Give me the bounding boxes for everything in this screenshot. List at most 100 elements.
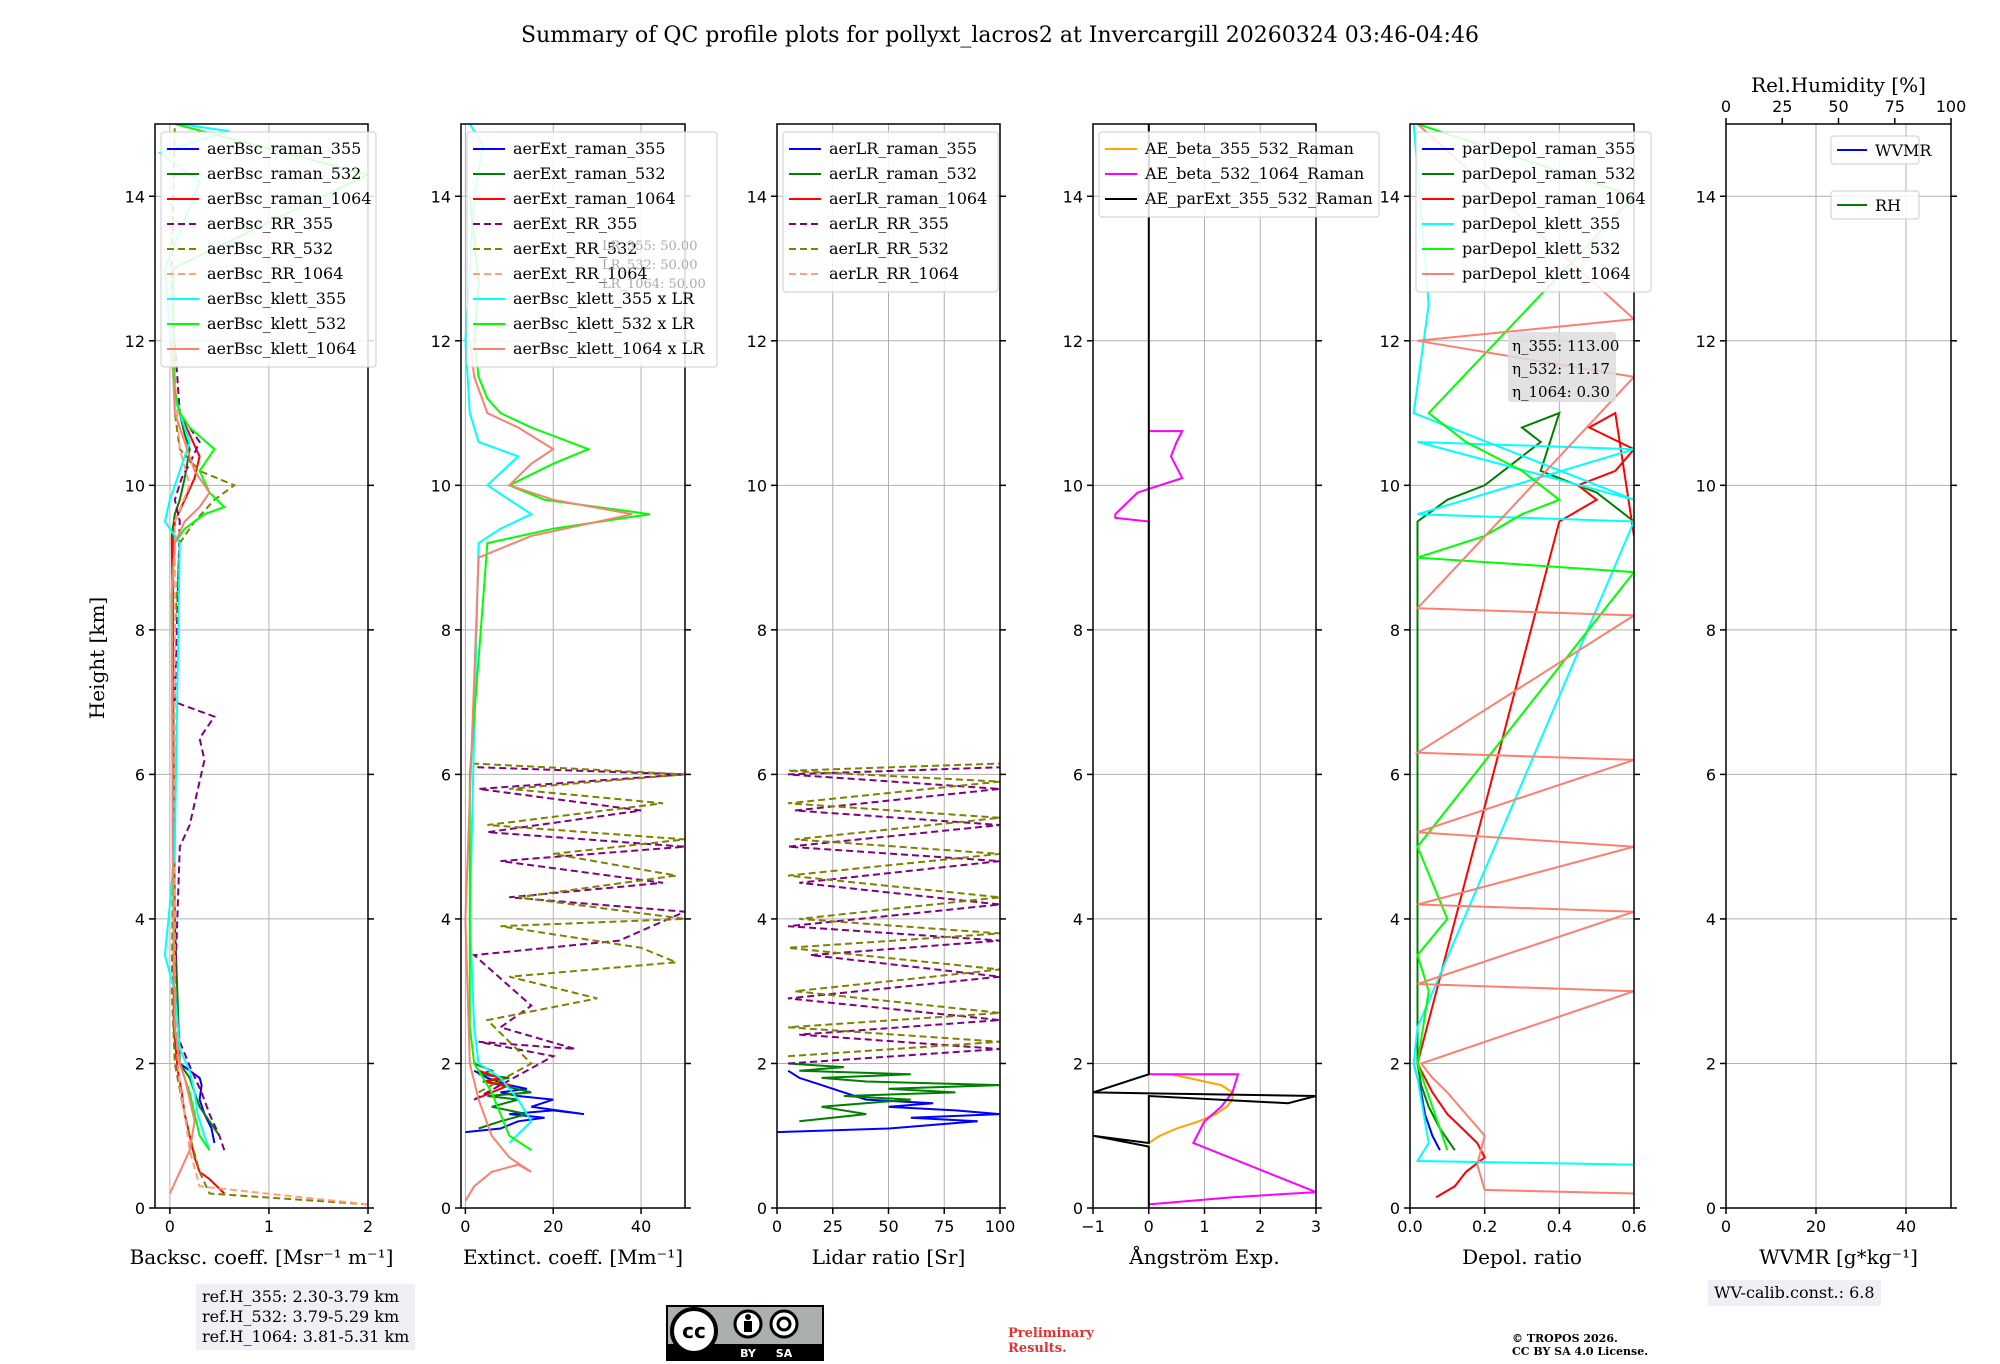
copyright-line-1: © TROPOS 2026. <box>1512 1332 1618 1345</box>
y-tick-label: 4 <box>757 910 767 929</box>
cc-license-badge: cc BY SA <box>666 1305 824 1361</box>
series-line-AE_beta_355_532_Raman <box>1148 1073 1234 1144</box>
series-group <box>1412 124 1634 1199</box>
by-icon-body <box>744 1321 752 1332</box>
x-axis-label: WVMR [g*kg⁻¹] <box>1759 1245 1918 1269</box>
lidar-ratio-label: LR_355: 50.00 <box>602 239 697 254</box>
legend-entry: parDepol_klett_355 <box>1462 214 1620 233</box>
y-tick-label: 14 <box>747 187 767 206</box>
x2-tick-label: 25 <box>1772 97 1792 116</box>
legend: aerLR_raman_355 aerLR_raman_532 aerLR_rama… <box>782 131 999 293</box>
y-tick-label: 0 <box>1390 1199 1400 1218</box>
y-tick-label: 12 <box>431 332 451 351</box>
legend: WVMR RH <box>1830 135 1932 220</box>
by-icon-head <box>745 1314 751 1320</box>
series-group <box>157 124 368 1206</box>
x-tick-label: 0 <box>165 1217 175 1236</box>
y-tick-label: 10 <box>1380 476 1400 495</box>
series-line-parDepol_klett_1064 <box>1414 124 1634 1195</box>
sa-icon <box>769 1309 799 1339</box>
legend-frame <box>466 131 718 368</box>
x-tick-label: 100 <box>985 1217 1016 1236</box>
sa-icon-arrow <box>776 1316 792 1332</box>
y-tick-label: 6 <box>1073 765 1083 784</box>
legend-entry: aerLR_RR_355 <box>829 214 949 233</box>
y-tick-label: 14 <box>1380 187 1400 206</box>
legend-entry: aerBsc_raman_355 <box>207 139 361 158</box>
legend-entry: RH <box>1875 196 1901 215</box>
y-tick-label: 10 <box>431 476 451 495</box>
y-tick-label: 0 <box>757 1199 767 1218</box>
x-tick-label: 20 <box>543 1217 563 1236</box>
y-tick-label: 10 <box>1696 476 1716 495</box>
legend-frame <box>1415 131 1652 293</box>
y-tick-label: 10 <box>125 476 145 495</box>
x2-tick-label: 75 <box>1885 97 1905 116</box>
plot-frame <box>1725 123 1952 1209</box>
eta-annotation: η_355: 113.00 η_532: 11.17 η_1064: 0.30 <box>1508 332 1619 402</box>
y-tick-label: 8 <box>135 621 145 640</box>
x-tick-label: 40 <box>631 1217 651 1236</box>
legend: aerExt_raman_355 aerExt_raman_532 aerExt_r… <box>466 131 718 368</box>
legend-entry: aerExt_raman_532 <box>513 164 666 183</box>
lidar-ratio-annotation: LR_355: 50.00 LR_532: 50.00 LR_1064: 50.00 <box>602 239 706 292</box>
y-tick-label: 2 <box>1073 1054 1083 1073</box>
series-line-aerExt_raman_355 <box>465 1069 585 1134</box>
y-tick-label: 2 <box>1390 1054 1400 1073</box>
x-tick-label: 0 <box>772 1217 782 1236</box>
lidar-ratio-label: LR_1064: 50.00 <box>602 277 706 292</box>
legend-entry: AE_beta_355_532_Raman <box>1144 139 1354 158</box>
series-line-aerLR_RR_355 <box>787 766 1000 1065</box>
y-tick-label: 4 <box>1073 910 1083 929</box>
legend-entry: aerBsc_klett_1064 <box>207 339 356 358</box>
ref-height-355: ref.H_355: 2.30-3.79 km <box>202 1287 400 1306</box>
copyright-notice: © TROPOS 2026. CC BY SA 4.0 License. <box>1512 1332 1648 1358</box>
y-tick-label: 14 <box>431 187 451 206</box>
y-tick-label: 0 <box>441 1199 451 1218</box>
plot-frame <box>1409 123 1635 1209</box>
y-tick-label: 10 <box>747 476 767 495</box>
series-line-aerBsc_klett_1064 x LR <box>464 340 633 1202</box>
legend-entry: aerBsc_raman_532 <box>207 164 361 183</box>
legend-entry: aerBsc_klett_532 x LR <box>513 314 695 333</box>
x-axis-label: Extinct. coeff. [Mm⁻¹] <box>463 1245 683 1269</box>
x-tick-label: 0.2 <box>1472 1217 1497 1236</box>
y-tick-label: 4 <box>1706 910 1716 929</box>
series-line-aerBsc_raman_355 <box>179 1062 216 1144</box>
legend-entry: AE_beta_532_1064_Raman <box>1144 164 1364 183</box>
x-tick-label: 1 <box>1199 1217 1209 1236</box>
y-tick-label: 4 <box>441 910 451 929</box>
x-tick-label: 3 <box>1311 1217 1321 1236</box>
legend-entry: aerExt_raman_1064 <box>513 189 676 208</box>
legend-entry: parDepol_raman_355 <box>1462 139 1635 158</box>
y-tick-label: 8 <box>757 621 767 640</box>
legend-entry: WVMR <box>1875 141 1932 160</box>
series-line-aerLR_raman_532 <box>788 1062 1000 1123</box>
legend-entry: aerBsc_raman_1064 <box>207 189 372 208</box>
legend-entry: aerLR_raman_355 <box>829 139 977 158</box>
preliminary-notice: Preliminary Results. <box>1008 1326 1094 1356</box>
panel-ext: 0 20 40 0 2 4 6 8 10 12 14 Extinct. coeff. [Mm⁻¹] ae… <box>431 123 718 1269</box>
y-tick-label: 4 <box>135 910 145 929</box>
x-axis-label: Depol. ratio <box>1462 1245 1582 1269</box>
series-line-aerExt_RR_355 <box>471 766 685 1101</box>
y-tick-label: 10 <box>1063 476 1083 495</box>
preliminary-line-1: Preliminary <box>1008 1326 1094 1341</box>
panel-wv: 0 20 40 0 2 4 6 8 10 12 14 WVMR [g*kg⁻¹] 0 25 50 75 100 R… <box>1696 73 1967 1269</box>
y-tick-label: 6 <box>441 765 451 784</box>
y-tick-label: 4 <box>1390 910 1400 929</box>
y-tick-label: 6 <box>135 765 145 784</box>
legend-entry: aerBsc_klett_1064 x LR <box>513 339 705 358</box>
legend-entry: aerLR_raman_1064 <box>829 189 987 208</box>
y-tick-label: 8 <box>1073 621 1083 640</box>
y-tick-label: 8 <box>1706 621 1716 640</box>
legend-entry: aerBsc_klett_532 <box>207 314 346 333</box>
legend-frame <box>160 131 377 368</box>
legend-frame <box>782 131 999 293</box>
x-tick-label: 0.0 <box>1397 1217 1422 1236</box>
y-tick-label: 0 <box>135 1199 145 1218</box>
legend-entry: aerLR_RR_532 <box>829 239 949 258</box>
chart-title: Summary of QC profile plots for pollyxt_… <box>521 23 1479 48</box>
series-line-aerBsc_RR_355 <box>173 340 226 1151</box>
